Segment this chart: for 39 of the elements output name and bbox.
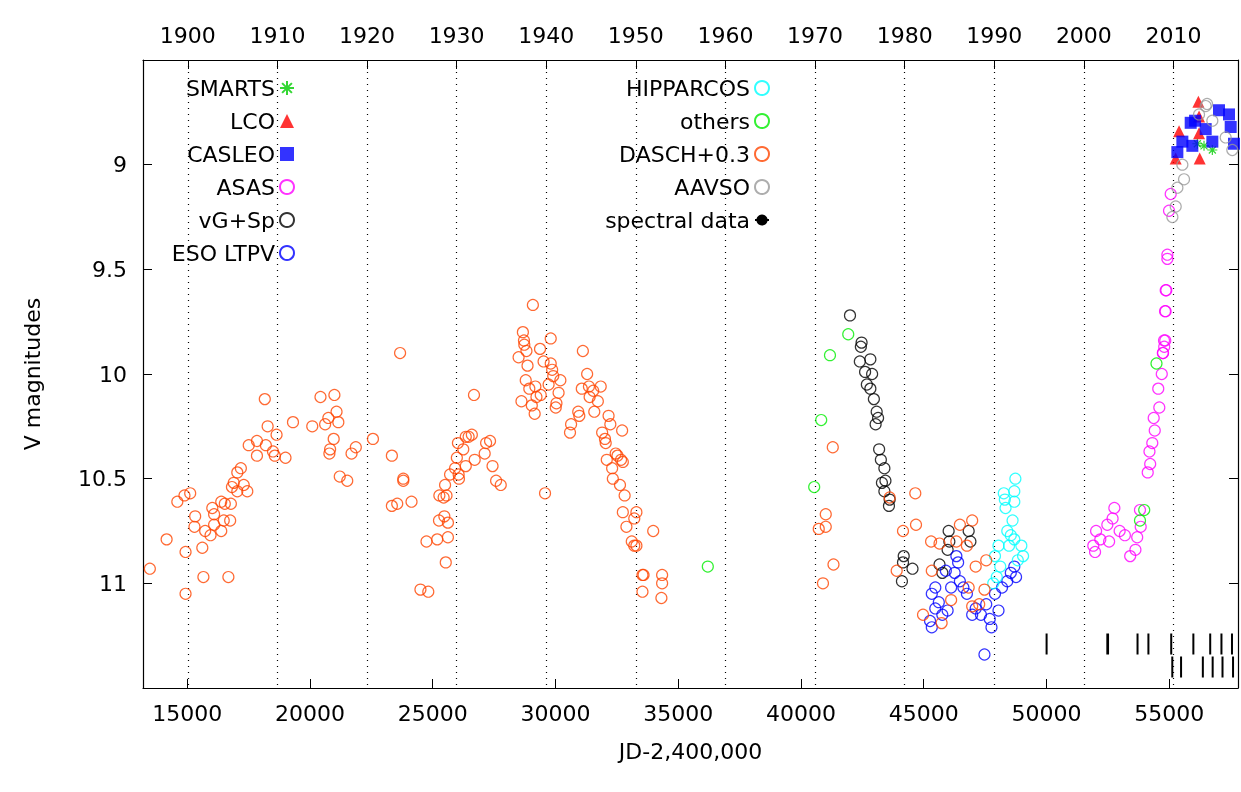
x-tick-label: 15000 [152, 700, 223, 726]
x2-tick-label: 1960 [697, 22, 754, 48]
x-tick-label: 20000 [274, 700, 345, 726]
legend-label: CASLEO [187, 141, 275, 167]
x-tick-label: 40000 [765, 700, 836, 726]
x2-tick-label: 1950 [607, 22, 664, 48]
legend-label: SMARTS [185, 75, 275, 101]
y-tick-label: 9.5 [92, 256, 127, 282]
legend-label: DASCH+0.3 [619, 141, 750, 167]
legend-label: LCO [230, 108, 275, 134]
x2-tick-label: 1990 [966, 22, 1023, 48]
legend-label: vG+Sp [198, 207, 275, 233]
x-tick-label: 30000 [520, 700, 591, 726]
x-tick-label: 45000 [888, 700, 959, 726]
x2-tick-label: 1910 [249, 22, 306, 48]
y-axis-title: V magnitudes [19, 297, 45, 451]
y-tick-label: 11 [99, 570, 127, 596]
x2-tick-label: 2010 [1145, 22, 1202, 48]
legend-label: AAVSO [674, 174, 750, 200]
x-tick-label: 55000 [1134, 700, 1205, 726]
legend-label: others [679, 108, 750, 134]
legend-label: ASAS [216, 174, 275, 200]
x2-tick-label: 1970 [787, 22, 844, 48]
legend-label: HIPPARCOS [625, 75, 750, 101]
x2-tick-label: 1940 [518, 22, 575, 48]
x-tick-label: 25000 [397, 700, 468, 726]
y-tick-label: 10 [99, 361, 127, 387]
x2-tick-label: 2000 [1055, 22, 1112, 48]
x2-tick-label: 1900 [159, 22, 216, 48]
legend-label: spectral data [605, 207, 750, 233]
x-tick-label: 50000 [1011, 700, 1082, 726]
x-axis-title: JD-2,400,000 [616, 738, 763, 764]
y-tick-label: 10.5 [78, 466, 127, 492]
x-tick-label: 35000 [643, 700, 714, 726]
x2-tick-label: 1920 [339, 22, 396, 48]
legend-label: ESO LTPV [171, 240, 275, 266]
x2-tick-label: 1930 [428, 22, 485, 48]
x2-tick-label: 1980 [876, 22, 933, 48]
y-tick-label: 9 [113, 152, 127, 178]
